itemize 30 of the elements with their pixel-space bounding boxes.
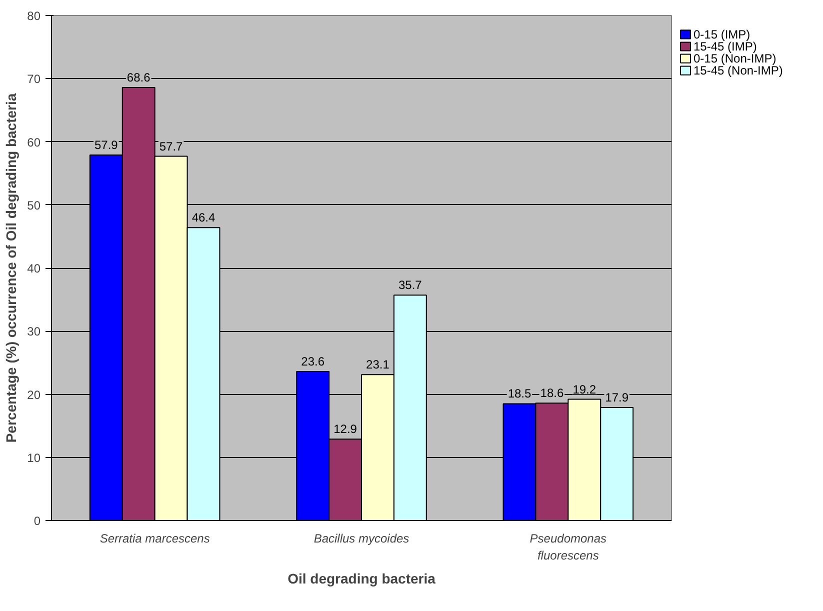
data-label: 18.6 <box>540 386 564 400</box>
x-tick-label: Pseudomonas fluorescens <box>530 532 607 562</box>
legend-label: 0-15 (IMP) <box>694 27 750 42</box>
legend-label: 0-15 (Non-IMP) <box>694 52 776 66</box>
y-tick-label: 20 <box>27 388 41 402</box>
data-label: 68.6 <box>126 70 151 84</box>
data-label: 23.6 <box>301 354 325 369</box>
y-tick-label: 30 <box>27 324 41 339</box>
y-tick-label: 60 <box>27 135 41 150</box>
y-tick-label: 10 <box>27 450 41 465</box>
data-label: 35.7 <box>398 278 422 292</box>
y-tick-label: 70 <box>27 72 41 86</box>
x-axis-title: Oil degrading bacteria <box>288 570 436 586</box>
y-axis-title: Percentage (%) occurrence of Oil degrading bacteria <box>3 93 20 443</box>
y-tick-label: 80 <box>27 9 41 23</box>
data-label: 57.7 <box>159 139 184 154</box>
data-label: 18.5 <box>508 386 532 401</box>
y-tick-label: 50 <box>27 198 41 212</box>
y-tick-label: 0 <box>34 514 41 528</box>
data-label: 19.2 <box>572 382 596 396</box>
data-label: 46.4 <box>192 210 216 225</box>
data-label: 17.9 <box>605 390 629 405</box>
legend-label: 15-45 (IMP) <box>694 40 757 54</box>
legend-label: 15-45 (Non-IMP) <box>694 64 783 78</box>
data-label: 12.9 <box>334 422 358 436</box>
data-label: 57.9 <box>94 138 118 152</box>
x-tick-label: Serratia marcescens <box>100 532 210 546</box>
data-label: 23.1 <box>366 358 390 372</box>
x-tick-label: Bacillus mycoides <box>314 532 410 546</box>
y-tick-label: 40 <box>27 262 41 276</box>
